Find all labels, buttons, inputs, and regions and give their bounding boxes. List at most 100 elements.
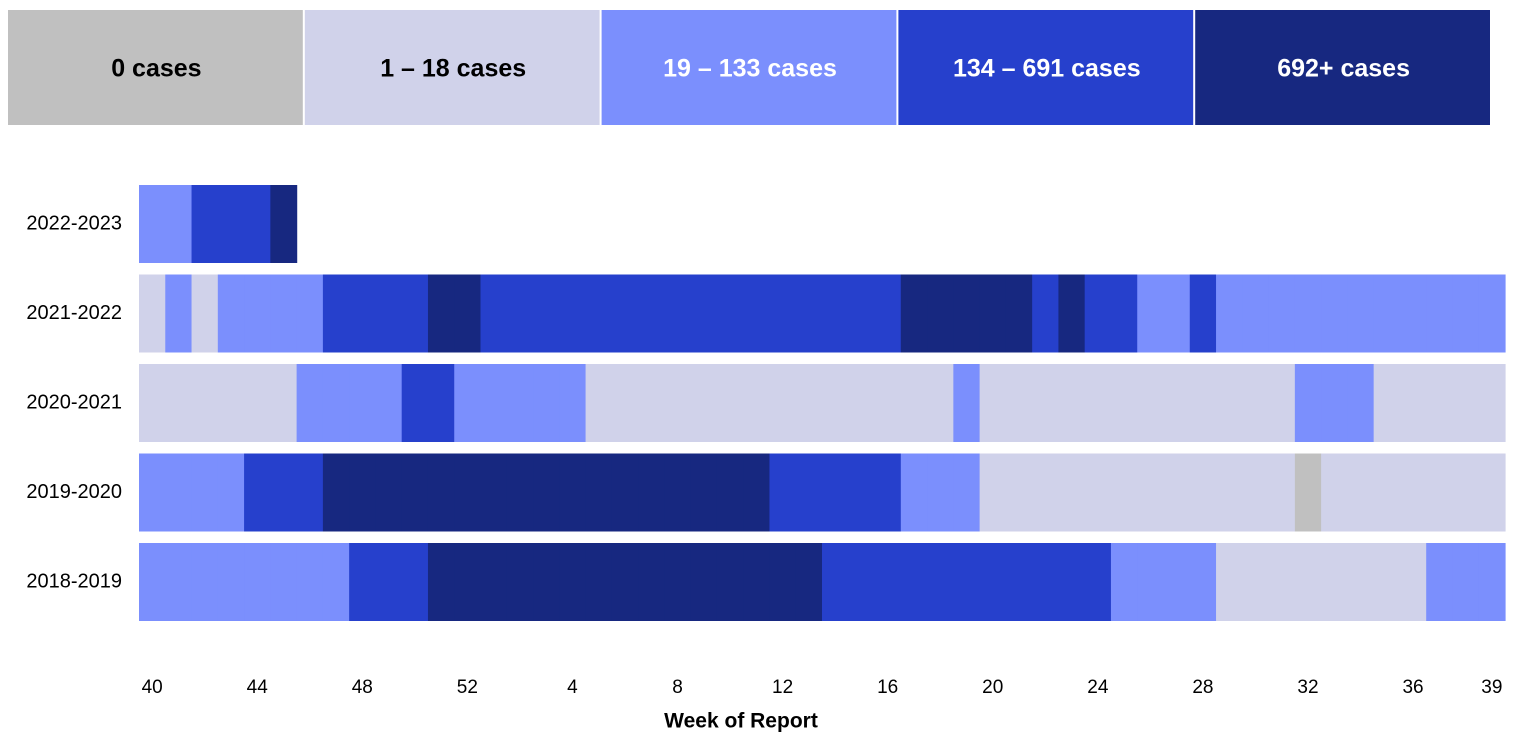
week-cell (1373, 453, 1401, 532)
week-cell (559, 543, 587, 621)
week-cell (848, 364, 876, 442)
week-cell (375, 453, 403, 532)
week-cell (244, 274, 271, 353)
week-cell (743, 274, 771, 353)
legend-swatch (8, 10, 303, 125)
week-cell (638, 364, 665, 442)
week-cell (585, 453, 613, 532)
x-tick-label: 39 (1481, 677, 1502, 698)
week-cell (533, 453, 560, 532)
week-cell (769, 543, 797, 621)
week-cell (480, 274, 508, 353)
week-cell (375, 543, 403, 621)
legend-swatch (898, 10, 1194, 125)
week-cell (927, 364, 954, 442)
week-cell (1163, 364, 1191, 442)
week-cell (716, 543, 744, 621)
week-cell (165, 364, 193, 442)
week-cell (1189, 364, 1217, 442)
week-cell (1242, 543, 1270, 621)
week-cell (296, 543, 324, 621)
week-cell (1189, 543, 1217, 621)
week-cell (822, 453, 849, 532)
x-tick-label: 20 (982, 677, 1003, 698)
week-cell (1084, 364, 1112, 442)
week-cell (1084, 453, 1112, 532)
x-tick-label: 52 (457, 677, 478, 698)
week-cell (848, 453, 876, 532)
week-cell (1321, 543, 1348, 621)
week-cell (953, 274, 981, 353)
week-cell (743, 453, 771, 532)
legend-swatch (304, 10, 600, 125)
week-cell (1058, 453, 1086, 532)
week-cell (139, 543, 166, 621)
week-cell (270, 453, 298, 532)
week-cell (900, 364, 928, 442)
week-cell (349, 453, 377, 532)
week-cell (165, 453, 193, 532)
week-cell (1110, 543, 1138, 621)
week-cell (1110, 364, 1138, 442)
week-cell (1347, 364, 1375, 442)
week-cell (533, 364, 560, 442)
week-cell (1005, 543, 1033, 621)
week-cell (559, 274, 587, 353)
week-cell (1373, 543, 1401, 621)
week-cell (1426, 274, 1454, 353)
week-cell (244, 453, 271, 532)
week-cell (848, 543, 876, 621)
week-cell (217, 274, 245, 353)
week-cell (690, 543, 718, 621)
row-label: 2021-2022 (26, 302, 122, 324)
week-cell (664, 364, 692, 442)
week-cell (874, 543, 902, 621)
week-cell (900, 274, 928, 353)
week-cell (1032, 274, 1060, 353)
week-cell (1084, 274, 1112, 353)
legend-label: 692+ cases (1277, 55, 1410, 83)
week-cell (743, 364, 771, 442)
week-cell (1216, 453, 1243, 532)
week-cell (664, 453, 692, 532)
week-cell (1058, 274, 1086, 353)
week-cell (822, 364, 849, 442)
week-cell (349, 364, 377, 442)
week-cell (1294, 453, 1322, 532)
week-cell (270, 543, 298, 621)
week-cell (1058, 543, 1086, 621)
week-cell (1399, 543, 1427, 621)
week-cell (900, 453, 928, 532)
week-cell (139, 453, 166, 532)
week-cell (217, 364, 245, 442)
week-cell (244, 543, 271, 621)
week-cell (191, 274, 219, 353)
week-cell (139, 185, 166, 263)
week-cell (533, 543, 560, 621)
week-cell (1347, 543, 1375, 621)
week-cell (217, 185, 245, 263)
row-label: 2019-2020 (26, 481, 122, 503)
week-cell (611, 274, 639, 353)
x-tick-label: 48 (352, 677, 373, 698)
week-cell (270, 274, 298, 353)
week-cell (1163, 543, 1191, 621)
week-cell (822, 274, 849, 353)
week-cell (1426, 543, 1454, 621)
week-cell (1399, 274, 1427, 353)
week-cell (1137, 453, 1165, 532)
week-cell (191, 543, 219, 621)
week-cell (1321, 364, 1348, 442)
week-cell (979, 364, 1007, 442)
week-cell (1137, 274, 1165, 353)
week-cell (322, 364, 350, 442)
week-cell (1294, 274, 1322, 353)
week-cell (1084, 543, 1112, 621)
week-cell (716, 453, 744, 532)
week-cell (795, 453, 823, 532)
week-cell (1452, 274, 1480, 353)
week-cell (1189, 274, 1217, 353)
week-cell (1189, 453, 1217, 532)
week-cell (953, 453, 981, 532)
week-cell (427, 274, 455, 353)
